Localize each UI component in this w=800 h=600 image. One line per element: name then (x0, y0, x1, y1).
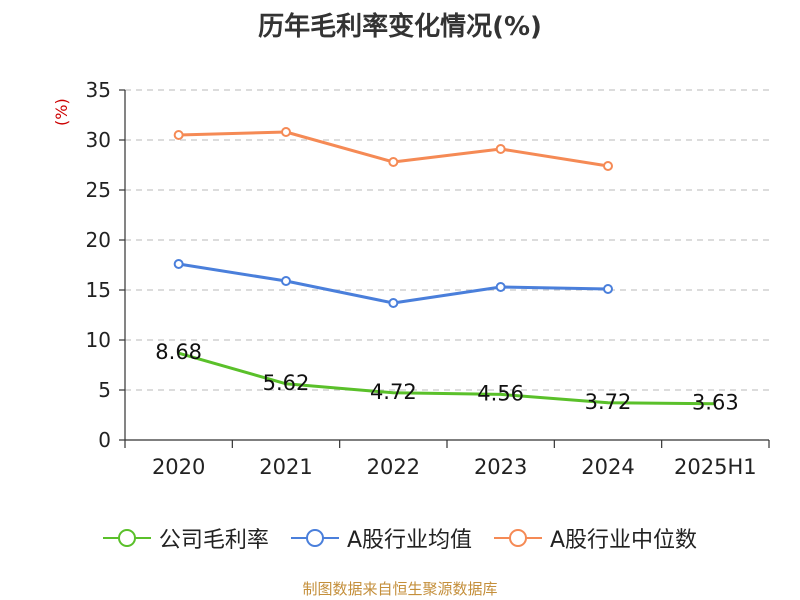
y-tick-label: 0 (98, 428, 111, 452)
legend-label: 公司毛利率 (158, 528, 269, 553)
data-point (603, 284, 613, 294)
y-tick-label: 25 (86, 178, 111, 202)
legend-line-marker-icon (102, 526, 151, 550)
legend-label: A股行业均值 (346, 528, 472, 553)
x-tick-label: 2025H1 (674, 455, 757, 479)
x-tick-label: 2021 (259, 455, 312, 479)
y-tick-label: 20 (86, 228, 111, 252)
x-tick-label: 2024 (581, 455, 634, 479)
y-tick-label: 15 (86, 278, 111, 302)
x-tick-label: 2020 (152, 455, 205, 479)
data-source-note: 制图数据来自恒生聚源数据库 (302, 580, 498, 598)
y-tick-label: 30 (86, 128, 111, 152)
legend-item-company-margin[interactable]: 公司毛利率 (102, 522, 269, 554)
legend-item-industry-mean[interactable]: A股行业均值 (290, 522, 472, 554)
legend-line-marker-icon (290, 526, 339, 550)
series-line (178, 351, 716, 406)
data-label: 5.62 (263, 371, 310, 395)
data-point (495, 144, 506, 154)
x-tick-label: 2023 (474, 455, 527, 479)
data-label: 3.63 (692, 391, 739, 415)
data-point (388, 157, 399, 167)
legend-line-marker-icon (494, 526, 542, 550)
legend-item-industry-median[interactable]: A股行业中位数 (494, 522, 697, 554)
data-point (173, 130, 184, 140)
data-label: 4.72 (370, 380, 417, 404)
data-label: 4.56 (477, 381, 524, 405)
x-tick-label: 2022 (367, 455, 420, 479)
data-label: 8.68 (155, 340, 202, 364)
legend-label: A股行业中位数 (550, 528, 698, 553)
y-tick-label: 35 (86, 78, 111, 102)
chart-legend: 公司毛利率 A股行业均值 A股行业中位数 (0, 520, 800, 556)
data-label: 3.72 (585, 390, 632, 414)
data-point (281, 127, 291, 137)
series-line (178, 262, 609, 305)
data-point (388, 298, 399, 308)
y-tick-label: 5 (98, 378, 111, 402)
chart-title: 历年毛利率变化情况(%) (258, 12, 542, 42)
data-point (173, 259, 184, 269)
data-point (603, 161, 613, 171)
y-tick-label: 10 (86, 328, 111, 352)
data-point (281, 276, 291, 286)
data-point (495, 282, 506, 292)
